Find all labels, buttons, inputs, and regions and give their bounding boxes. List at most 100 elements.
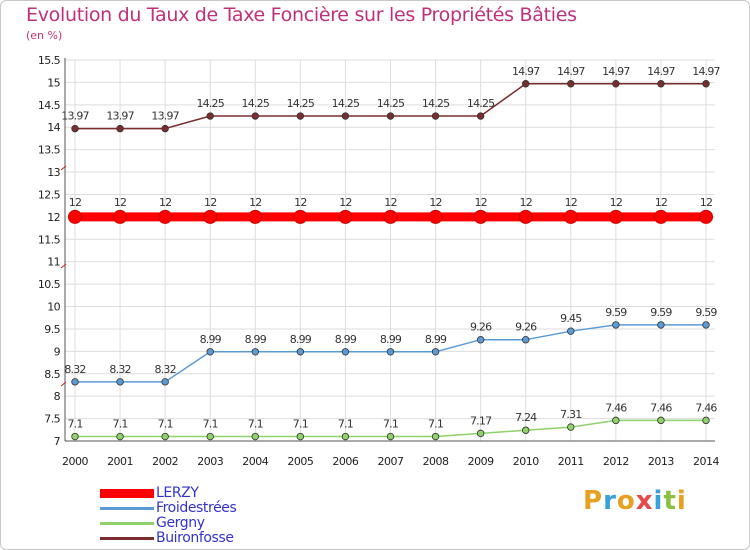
data-point: [293, 209, 308, 224]
y-tick-label: 8: [54, 390, 61, 403]
logo-letter: r: [603, 486, 617, 516]
data-label: 14.25: [242, 97, 270, 110]
data-label: 12: [565, 196, 577, 209]
data-point: [296, 432, 305, 441]
data-label: 12: [204, 196, 216, 209]
data-point: [431, 112, 440, 120]
data-label: 7.46: [605, 401, 627, 414]
chart-subtitle: (en %): [26, 29, 63, 42]
data-label: 8.99: [380, 333, 402, 346]
legend-swatch: [100, 489, 154, 498]
series-gergny: [71, 416, 710, 441]
x-tick-label: 2011: [558, 455, 584, 468]
data-point: [341, 112, 350, 120]
series-lerzy: [68, 209, 713, 224]
proxiti-logo: Proxiti: [583, 486, 687, 516]
x-tick-label: 2002: [152, 455, 178, 468]
data-point: [702, 416, 710, 425]
data-label: 14.25: [422, 97, 450, 110]
data-label: 12: [700, 196, 712, 209]
y-tick-label: 14.5: [38, 99, 61, 112]
data-point: [296, 348, 305, 356]
data-label: 7.1: [203, 418, 218, 431]
y-tick-label: 13: [47, 166, 60, 179]
data-label: 12: [114, 196, 126, 209]
data-label: 9.26: [470, 321, 492, 334]
data-label: 7.1: [158, 418, 173, 431]
data-point: [518, 209, 533, 224]
data-label: 8.99: [335, 333, 357, 346]
data-point: [161, 124, 169, 133]
data-label: 12: [384, 196, 396, 209]
data-point: [71, 432, 79, 441]
data-point: [657, 321, 665, 329]
data-label: 9.59: [650, 306, 672, 319]
data-point: [296, 112, 305, 120]
data-label: 14.97: [692, 65, 720, 78]
data-point: [428, 209, 443, 224]
axes: 7 7.5 8 8.5 9 9.5 10 10.5 11 11.5 12 12.5 13 13.5 14 14…: [38, 54, 720, 468]
x-tick-label: 2007: [378, 455, 404, 468]
data-point: [431, 432, 440, 441]
data-point: [608, 209, 623, 224]
data-point: [653, 209, 668, 224]
data-label: 8.99: [425, 333, 447, 346]
y-tick-label: 14: [47, 121, 60, 134]
legend-swatch: [100, 537, 154, 540]
x-tick-label: 2010: [513, 455, 539, 468]
data-point: [567, 423, 575, 431]
data-point: [251, 348, 259, 356]
data-label: 12: [655, 196, 667, 209]
data-label: 8.32: [154, 363, 175, 376]
data-label: 8.99: [290, 333, 312, 346]
data-point: [522, 335, 530, 344]
grid-lines: [65, 59, 715, 442]
data-label: 7.17: [470, 414, 492, 427]
data-point: [386, 348, 395, 356]
data-label: 12: [294, 196, 306, 209]
data-point: [113, 209, 128, 224]
x-tick-label: 2003: [197, 455, 223, 468]
data-point: [473, 209, 488, 224]
data-label: 14.97: [647, 65, 675, 78]
data-label: 12: [159, 196, 171, 209]
data-point: [116, 432, 124, 441]
data-label: 12: [69, 196, 81, 209]
data-label: 7.46: [695, 401, 717, 414]
data-label: 7.1: [113, 418, 128, 431]
data-label: 12: [610, 196, 622, 209]
data-label: 13.97: [61, 110, 89, 123]
axis-break-mark: [60, 263, 67, 269]
data-point: [702, 80, 710, 88]
data-point: [341, 348, 350, 356]
data-label: 9.26: [515, 321, 537, 334]
data-point: [161, 378, 169, 386]
data-point: [116, 124, 124, 133]
y-tick-label: 10: [47, 301, 60, 314]
legend-swatch: [100, 522, 154, 525]
y-tick-label: 10.5: [38, 278, 61, 291]
data-label: 7.31: [560, 408, 581, 421]
data-label: 12: [249, 196, 261, 209]
logo-letter: t: [663, 486, 677, 516]
x-tick-label: 2012: [603, 455, 629, 468]
legend-label: LERZY: [156, 485, 199, 501]
data-point: [612, 80, 620, 88]
y-tick-label: 11.5: [38, 233, 61, 246]
series-buironfosse: [71, 80, 710, 133]
data-point: [612, 416, 620, 425]
data-point: [116, 378, 124, 386]
y-tick-label: 7.5: [44, 413, 60, 426]
data-point: [206, 348, 214, 356]
y-tick-label: 15: [47, 76, 60, 89]
x-tick-label: 2000: [62, 455, 88, 468]
logo-letter: x: [635, 486, 654, 516]
data-point: [71, 124, 79, 133]
series-layer: [68, 80, 713, 441]
data-label: 8.99: [245, 333, 267, 346]
data-label: 14.25: [287, 97, 315, 110]
y-tick-label: 8.5: [44, 368, 60, 381]
data-label: 12: [339, 196, 351, 209]
data-point: [476, 335, 485, 344]
